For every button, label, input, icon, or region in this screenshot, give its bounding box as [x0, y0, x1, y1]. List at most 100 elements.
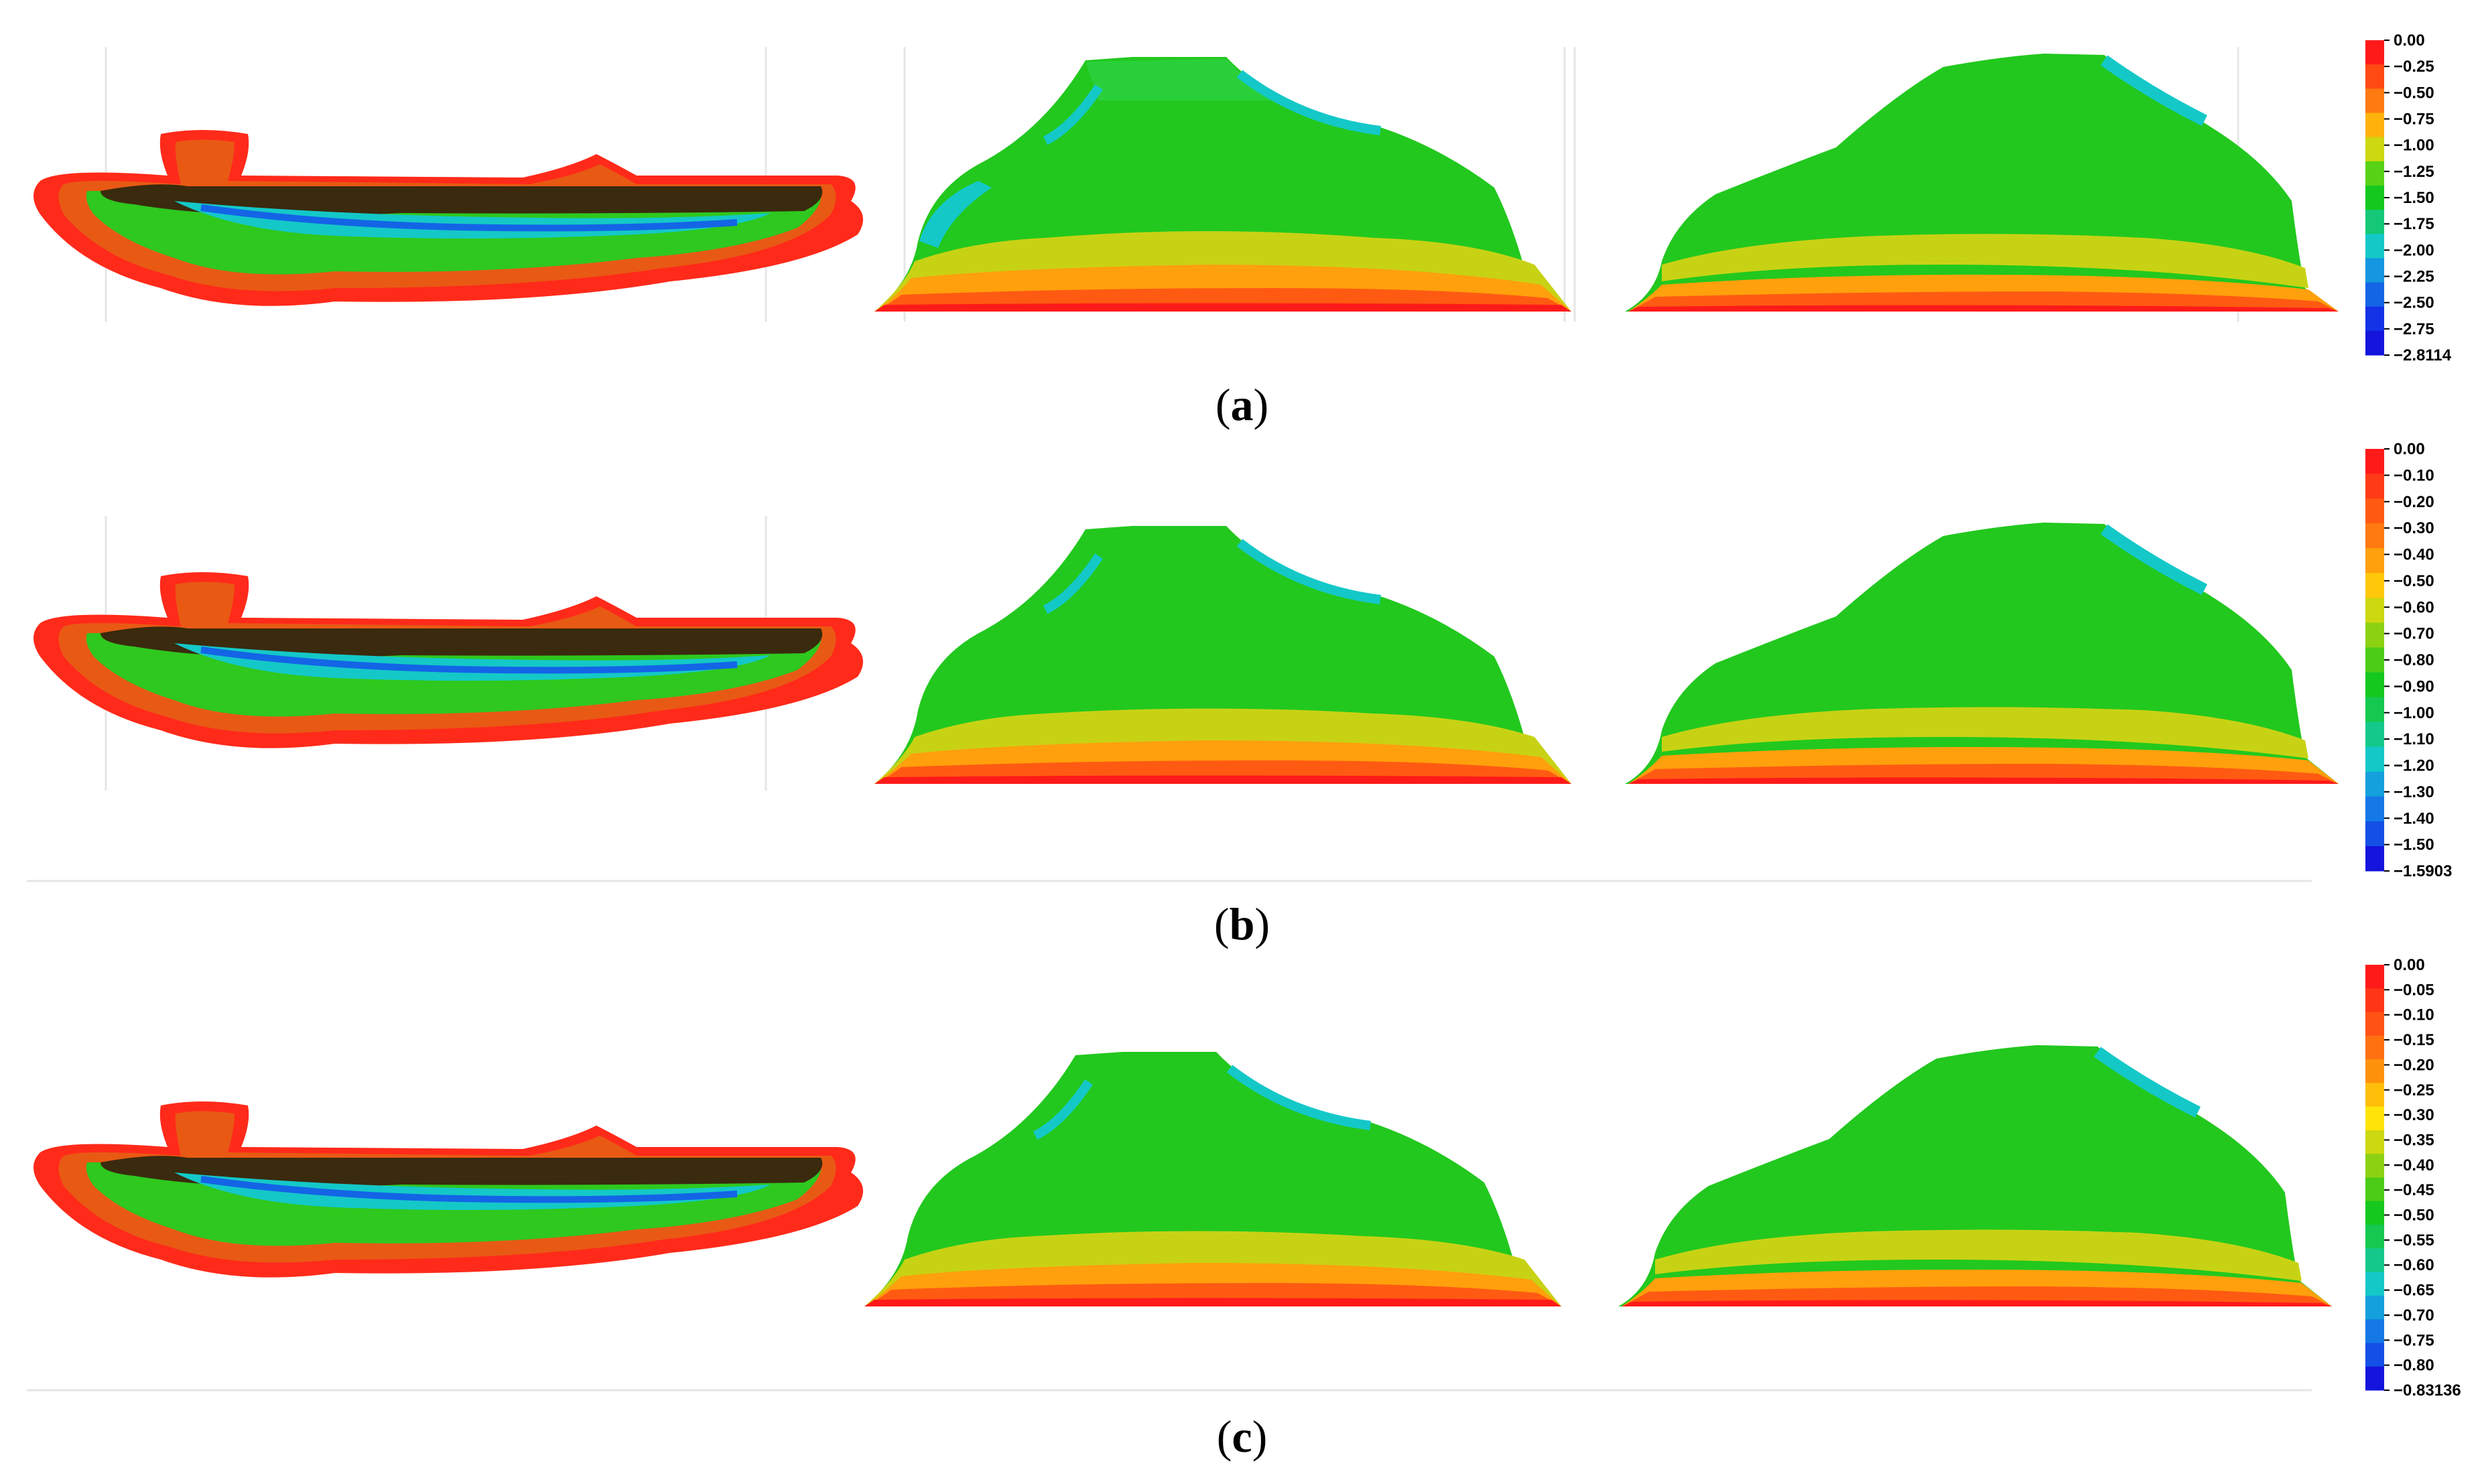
scale-label: −0.60 — [2394, 598, 2434, 616]
scale-label: −1.75 — [2394, 215, 2434, 233]
scale-label: −1.40 — [2394, 809, 2434, 827]
rear-view-c — [1618, 1045, 2332, 1306]
scale-label: −0.30 — [2394, 519, 2434, 537]
scale-swatch — [2365, 697, 2384, 723]
scale-label: −2.00 — [2394, 241, 2434, 259]
scale-label: −0.20 — [2394, 493, 2434, 511]
scale-swatch — [2365, 1177, 2384, 1202]
scale-label: −0.35 — [2394, 1131, 2434, 1149]
caption-b: (b) — [1214, 898, 1270, 949]
scale-swatch — [2365, 1272, 2384, 1296]
panel-b: 0.00 −0.10 −0.20 −0.30 −0.40 −0.50 −0.60 −0.70 −… — [27, 442, 2452, 882]
scale-swatch — [2365, 821, 2384, 847]
rear-view-a — [1573, 47, 2339, 322]
scale-swatch — [2365, 113, 2384, 138]
scale-label: −0.50 — [2394, 84, 2434, 102]
scale-label: −2.50 — [2394, 294, 2434, 312]
scale-swatch — [2365, 846, 2384, 872]
scale-swatch — [2365, 1201, 2384, 1225]
scale-label: −0.70 — [2394, 1306, 2434, 1325]
scale-swatch — [2365, 573, 2384, 598]
scale-label: −0.40 — [2394, 1156, 2434, 1174]
scale-swatch — [2365, 1130, 2384, 1154]
scale-label: −0.70 — [2394, 625, 2434, 643]
front-view-b — [874, 526, 1571, 784]
scale-swatch — [2365, 548, 2384, 574]
scale-label: 0.00 — [2394, 442, 2425, 458]
scale-label: −0.60 — [2394, 1256, 2434, 1274]
scale-label: −1.25 — [2394, 163, 2434, 181]
scale-swatch — [2365, 1225, 2384, 1249]
scale-swatch — [2365, 647, 2384, 673]
scale-label: −0.05 — [2394, 981, 2434, 999]
rear-view-b — [1625, 523, 2339, 784]
scale-label: −1.50 — [2394, 836, 2434, 854]
scale-label: −0.50 — [2394, 572, 2434, 590]
scale-swatch — [2365, 1295, 2384, 1320]
scale-swatch — [2365, 40, 2384, 65]
scale-swatch — [2365, 722, 2384, 748]
scale-label: −0.80 — [2394, 1357, 2434, 1375]
panel-a: 0.00 −0.25 −0.50 −0.75 −1.00 −1.25 −1.50 −1.75 −… — [34, 31, 2452, 364]
scale-label: 0.00 — [2394, 956, 2425, 974]
scale-swatch — [2365, 330, 2384, 356]
scale-label: −0.75 — [2394, 1331, 2434, 1349]
scale-label: −2.8114 — [2394, 346, 2452, 364]
top-view-b — [34, 516, 863, 791]
scale-swatch — [2365, 474, 2384, 499]
scale-swatch — [2365, 1343, 2384, 1367]
scale-label: −0.40 — [2394, 546, 2434, 564]
scale-swatch — [2365, 258, 2384, 283]
scale-swatch — [2365, 965, 2384, 989]
caption-c: (c) — [1216, 1411, 1268, 1462]
scale-label: −0.90 — [2394, 677, 2434, 695]
scale-swatch — [2365, 1106, 2384, 1131]
scale-label: −2.75 — [2394, 320, 2434, 338]
scale-swatch — [2365, 161, 2384, 186]
scale-swatch — [2365, 988, 2384, 1013]
scale-swatch — [2365, 598, 2384, 623]
scale-swatch — [2365, 306, 2384, 332]
scale-label: −1.00 — [2394, 704, 2434, 722]
scale-swatch — [2365, 449, 2384, 474]
scale-swatch — [2365, 234, 2384, 259]
front-view-c — [864, 1052, 1561, 1306]
scale-swatch — [2365, 771, 2384, 797]
scale-swatch — [2365, 64, 2384, 89]
scale-swatch — [2365, 622, 2384, 648]
top-view-a — [34, 47, 863, 322]
scale-swatch — [2365, 1319, 2384, 1343]
scale-label: −0.50 — [2394, 1207, 2434, 1225]
scale-label: −0.75 — [2394, 111, 2434, 129]
scale-label: −1.5903 — [2394, 862, 2452, 880]
color-scale-c: 0.00 −0.05 −0.10 −0.15 −0.20 −0.25 −0.30 −0.35 −… — [2365, 956, 2461, 1400]
scale-swatch — [2365, 1059, 2384, 1083]
scale-label: −0.45 — [2394, 1181, 2434, 1199]
scale-swatch — [2365, 1012, 2384, 1036]
scale-label: −1.50 — [2394, 189, 2434, 207]
scale-swatch — [2365, 523, 2384, 549]
scale-swatch — [2365, 1366, 2384, 1391]
color-scale-b: 0.00 −0.10 −0.20 −0.30 −0.40 −0.50 −0.60 −0.70 −… — [2365, 442, 2452, 880]
scale-label: 0.00 — [2394, 31, 2425, 50]
scale-swatch — [2365, 88, 2384, 113]
front-view-a — [874, 47, 1571, 322]
scale-label: −0.10 — [2394, 466, 2434, 484]
scale-label: −2.25 — [2394, 268, 2434, 286]
scale-label: −0.83136 — [2394, 1381, 2461, 1400]
scale-label: −1.20 — [2394, 757, 2434, 775]
scale-swatch — [2365, 672, 2384, 698]
color-scale-a: 0.00 −0.25 −0.50 −0.75 −1.00 −1.25 −1.50 −1.75 −… — [2365, 31, 2452, 364]
scale-swatch — [2365, 282, 2384, 308]
caption-a: (a) — [1215, 379, 1269, 430]
scale-label: −1.30 — [2394, 783, 2434, 801]
scale-label: −0.25 — [2394, 1081, 2434, 1099]
scale-swatch — [2365, 498, 2384, 524]
top-view-c — [34, 1101, 863, 1278]
scale-swatch — [2365, 1154, 2384, 1178]
panel-c: 0.00 −0.05 −0.10 −0.15 −0.20 −0.25 −0.30 −0.35 −… — [27, 956, 2461, 1400]
scale-label: −0.55 — [2394, 1231, 2434, 1250]
scale-label: −0.15 — [2394, 1031, 2434, 1049]
scale-swatch — [2365, 796, 2384, 822]
scale-label: −0.30 — [2394, 1106, 2434, 1124]
